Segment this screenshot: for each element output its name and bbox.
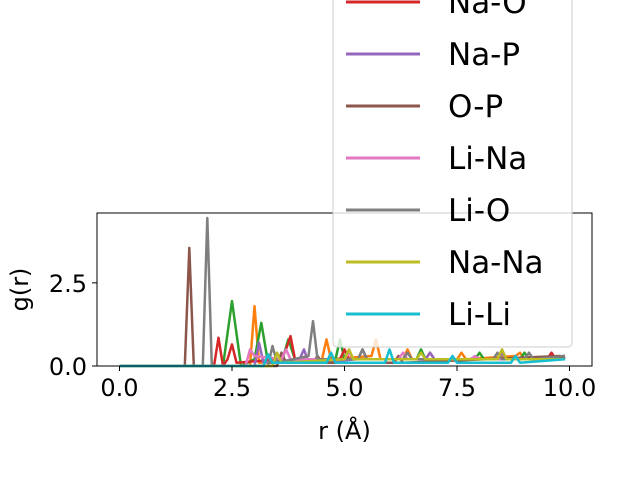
x-tick-label: 7.5 (438, 374, 476, 402)
x-tick-label: 10.0 (543, 374, 596, 402)
legend-box (332, 0, 573, 348)
x-tick-label: 5.0 (325, 374, 363, 402)
x-ticks: 0.0 2.5 5.0 7.5 10.0 (100, 366, 596, 402)
y-tick-label: 2.5 (49, 270, 87, 298)
legend-label: O-P (448, 89, 503, 125)
legend-label: Li-Li (448, 297, 511, 333)
x-axis-label: r (Å) (318, 416, 371, 445)
legend: Na-O Na-P O-P Li-Na Li-O Na-Na Li-Li (332, 0, 573, 348)
legend-label: Li-Na (448, 141, 527, 177)
legend-label: Na-P (448, 37, 520, 73)
y-tick-label: 0.0 (49, 353, 87, 381)
x-tick-label: 2.5 (213, 374, 251, 402)
x-tick-label: 0.0 (100, 374, 138, 402)
series-line-8 (119, 348, 566, 368)
y-ticks: 0.0 2.5 (49, 270, 97, 381)
legend-label: Na-O (448, 0, 527, 21)
y-axis-label: g(r) (6, 268, 34, 312)
legend-label: Na-Na (448, 245, 544, 281)
legend-label: Li-O (448, 193, 510, 229)
